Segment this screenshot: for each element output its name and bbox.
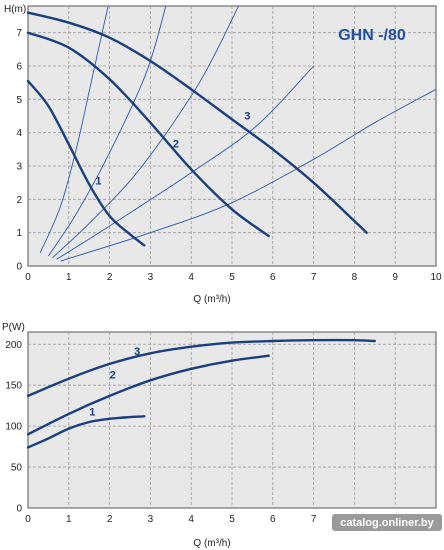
y-tick-label: 0	[16, 262, 22, 273]
y-tick-label: 5	[16, 95, 22, 106]
power-curve-labels: 1 2 3	[89, 346, 140, 419]
x-tick-label: 4	[188, 272, 194, 283]
head-x-axis-label: Q (m³/h)	[193, 294, 230, 305]
watermark-text: catalog.onliner.by	[340, 517, 434, 529]
pump-curve-2	[26, 354, 270, 436]
y-tick-label: 1	[16, 228, 22, 239]
curve-label-2: 2	[173, 139, 179, 151]
x-tick-label: 7	[311, 272, 317, 283]
pump-curve-1	[26, 415, 146, 449]
y-tick-label: 50	[11, 463, 23, 474]
head-x-ticks: 0 1 2 3 4 5 6 7 8 9 10	[25, 272, 442, 283]
system-curve	[52, 6, 240, 259]
curve-label-3: 3	[244, 110, 250, 122]
y-tick-label: 100	[5, 422, 22, 433]
x-tick-label: 9	[392, 272, 398, 283]
curve-label-1: 1	[95, 175, 101, 187]
head-system-curves	[39, 6, 436, 262]
head-curve-labels: 1 2 3	[95, 110, 250, 187]
watermark-badge	[332, 514, 442, 531]
y-tick-label: 4	[16, 128, 22, 139]
y-tick-label: 6	[16, 62, 22, 73]
pump-curve-1	[26, 79, 146, 247]
x-tick-label: 6	[270, 514, 276, 525]
watermark: catalog.onliner.by	[332, 514, 442, 531]
x-tick-label: 5	[229, 272, 235, 283]
x-tick-label: 0	[25, 514, 31, 525]
system-curve	[48, 6, 167, 257]
y-tick-label: 150	[5, 381, 22, 392]
system-curve	[60, 88, 436, 262]
power-y-ticks: 0 50 100 150 200	[5, 340, 22, 515]
pump-curve-3	[26, 11, 368, 234]
power-y-axis-label: P(W)	[2, 322, 25, 333]
x-tick-label: 10	[430, 272, 442, 283]
system-curve	[39, 6, 109, 253]
x-tick-label: 5	[229, 514, 235, 525]
pump-curve-3	[26, 338, 376, 398]
head-y-axis-label: H(m)	[4, 4, 26, 15]
y-tick-label: 3	[16, 162, 22, 173]
x-tick-label: 1	[66, 272, 72, 283]
y-tick-label: 7	[16, 28, 22, 39]
x-tick-label: 7	[311, 514, 317, 525]
y-tick-label: 0	[16, 504, 22, 515]
x-tick-label: 0	[25, 272, 31, 283]
y-tick-label: 2	[16, 195, 22, 206]
system-curve	[56, 65, 314, 260]
x-tick-label: 4	[188, 514, 194, 525]
curve-label-3: 3	[134, 346, 140, 358]
x-tick-label: 3	[148, 514, 154, 525]
x-tick-label: 2	[107, 272, 113, 283]
model-label: GHN -/80	[338, 27, 406, 44]
x-tick-label: 8	[352, 272, 358, 283]
x-tick-label: 6	[270, 272, 276, 283]
y-tick-label: 200	[5, 340, 22, 351]
pump-curve-2	[26, 31, 270, 238]
x-tick-label: 2	[107, 514, 113, 525]
curve-label-2: 2	[110, 370, 116, 382]
x-tick-label: 3	[148, 272, 154, 283]
power-grid	[28, 332, 436, 508]
power-curves	[26, 338, 376, 449]
power-x-axis-label: Q (m³/h)	[193, 538, 230, 549]
curve-label-1: 1	[89, 406, 95, 418]
head-y-ticks: 0 1 2 3 4 5 6 7	[16, 28, 22, 272]
x-tick-label: 1	[66, 514, 72, 525]
head-pump-curves	[26, 11, 368, 247]
